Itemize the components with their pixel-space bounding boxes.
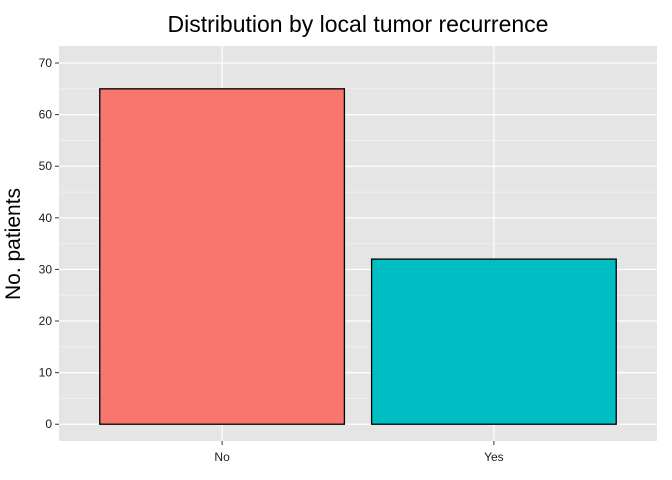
x-tick-label: No (214, 450, 230, 464)
y-tick-label: 20 (39, 314, 53, 328)
x-tick-label: Yes (484, 450, 504, 464)
y-axis: 0 10 20 30 40 50 60 70 (39, 56, 59, 431)
y-tick-label: 60 (39, 108, 53, 122)
x-axis: No Yes (214, 441, 504, 464)
bars (99, 88, 617, 425)
bar-yes (370, 258, 617, 425)
y-tick-label: 50 (39, 159, 53, 173)
y-tick-label: 0 (45, 417, 52, 431)
y-axis-title: No. patients (2, 188, 25, 300)
chart-title: Distribution by local tumor recurrence (168, 11, 549, 37)
y-tick-label: 40 (39, 211, 53, 225)
y-tick-label: 30 (39, 262, 53, 276)
y-tick-label: 10 (39, 366, 53, 380)
bar-no (99, 88, 346, 425)
y-tick-label: 70 (39, 56, 53, 70)
